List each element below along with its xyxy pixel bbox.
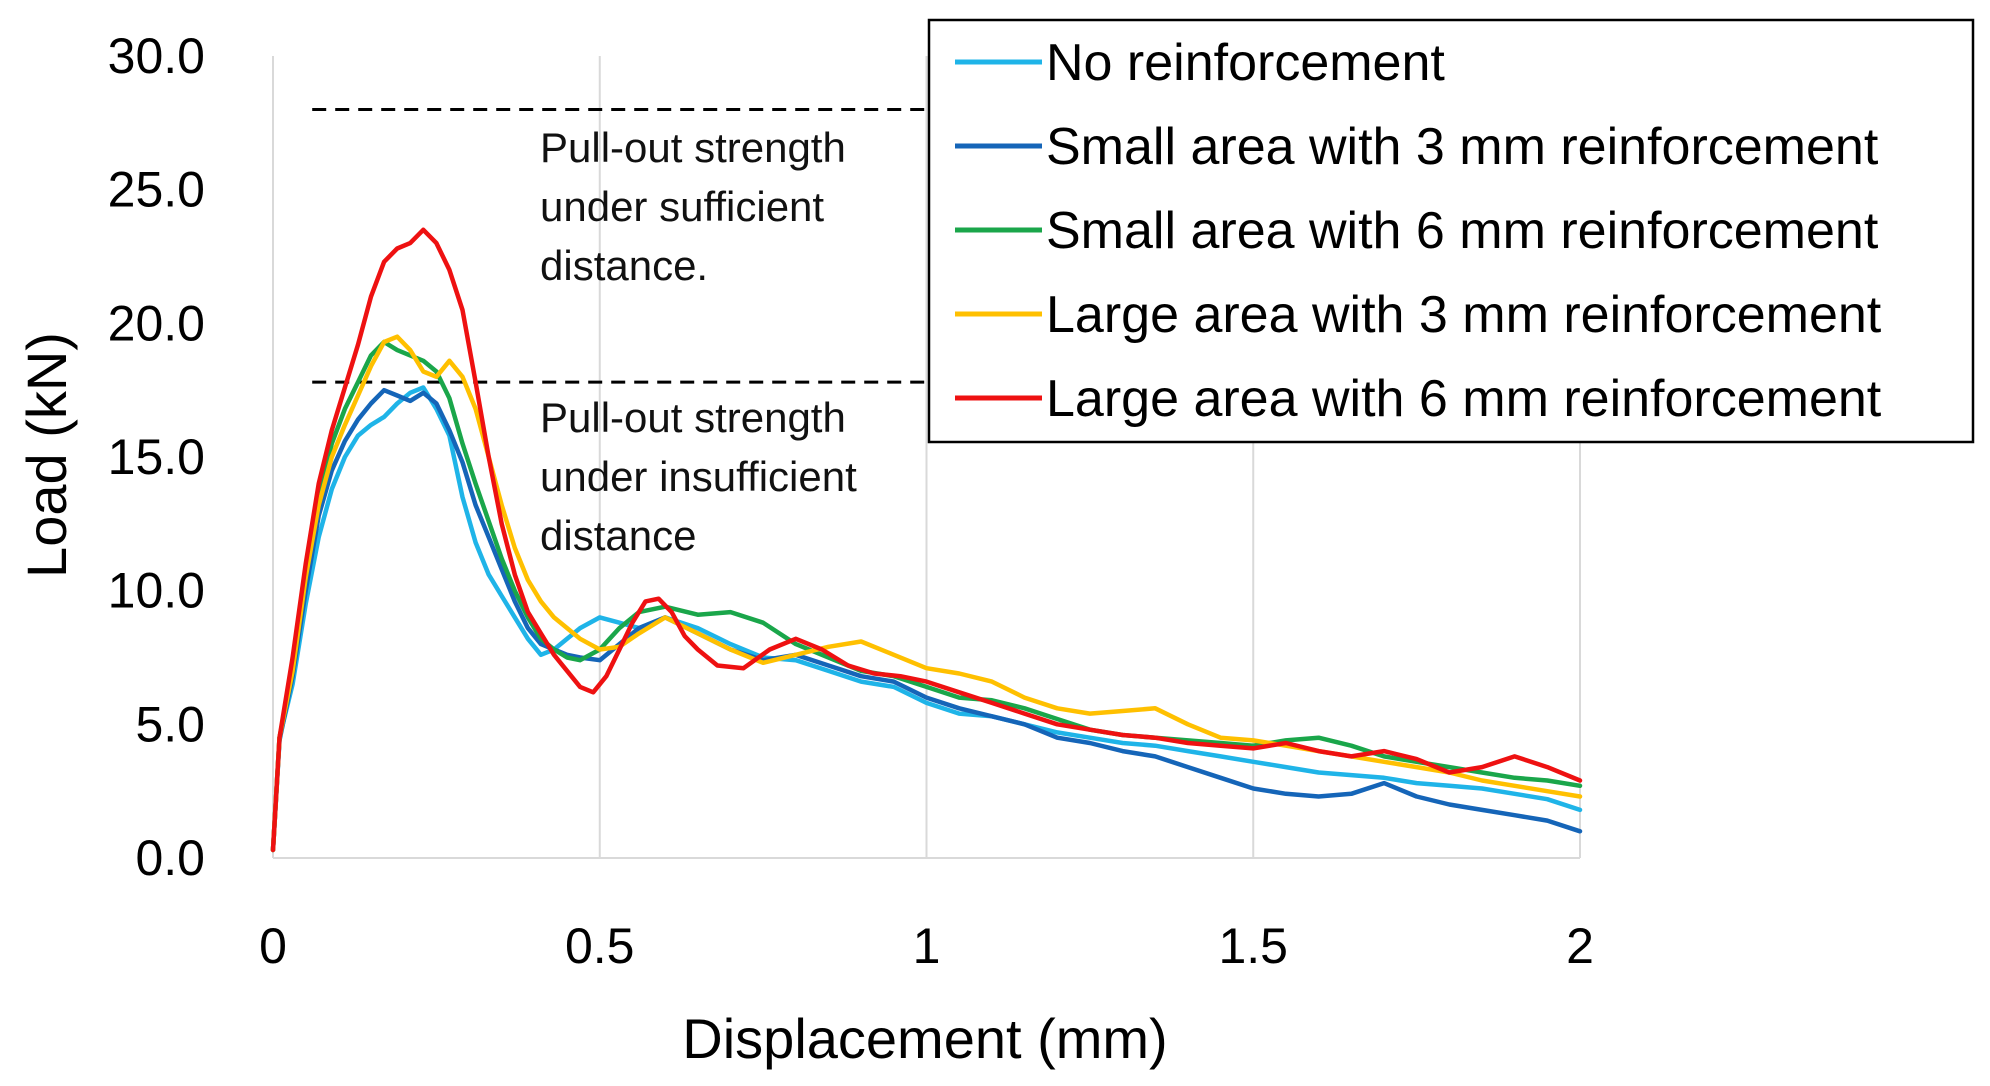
y-tick-label-4: 20.0	[108, 295, 205, 351]
x-tick-label-4: 2	[1566, 918, 1594, 974]
x-tick-label-1: 0.5	[565, 918, 635, 974]
annotation-sufficient-line-3: distance.	[540, 242, 708, 289]
y-tick-label-0: 0.0	[135, 830, 205, 886]
x-tick-labels: 0 0.5 1 1.5 2	[259, 918, 1594, 974]
y-axis-title: Load (kN)	[15, 332, 78, 578]
series-lines	[270, 227, 1583, 853]
annotation-sufficient-line-2: under sufficient	[540, 183, 824, 230]
annotation-insufficient-line-2: under insufficient	[540, 453, 857, 500]
legend-label-3: Large area with 3 mm reinforcement	[1046, 286, 1882, 344]
annotation-insufficient: Pull-out strength under insufficient dis…	[540, 394, 857, 559]
y-tick-label-6: 30.0	[108, 28, 205, 84]
legend-label-0: No reinforcement	[1046, 34, 1445, 92]
legend-label-4: Large area with 6 mm reinforcement	[1046, 370, 1882, 428]
y-tick-labels: 0.0 5.0 10.0 15.0 20.0 25.0 30.0	[108, 28, 205, 886]
x-tick-label-3: 1.5	[1218, 918, 1288, 974]
legend: No reinforcement Small area with 3 mm rei…	[927, 18, 1975, 444]
legend-label-2: Small area with 6 mm reinforcement	[1046, 202, 1879, 260]
annotation-insufficient-line-1: Pull-out strength	[540, 394, 846, 441]
annotation-sufficient: Pull-out strength under sufficient dista…	[540, 124, 846, 289]
y-tick-label-5: 25.0	[108, 162, 205, 218]
x-tick-label-0: 0	[259, 918, 287, 974]
legend-label-1: Small area with 3 mm reinforcement	[1046, 118, 1879, 176]
x-tick-label-2: 1	[913, 918, 941, 974]
legend-box	[927, 18, 1975, 444]
annotation-sufficient-line-1: Pull-out strength	[540, 124, 846, 171]
x-axis-title: Displacement (mm)	[682, 1007, 1167, 1070]
y-tick-label-2: 10.0	[108, 563, 205, 619]
y-tick-label-3: 15.0	[108, 429, 205, 485]
y-tick-label-1: 5.0	[135, 696, 205, 752]
annotation-insufficient-line-3: distance	[540, 512, 696, 559]
series-line-4	[270, 227, 1583, 853]
